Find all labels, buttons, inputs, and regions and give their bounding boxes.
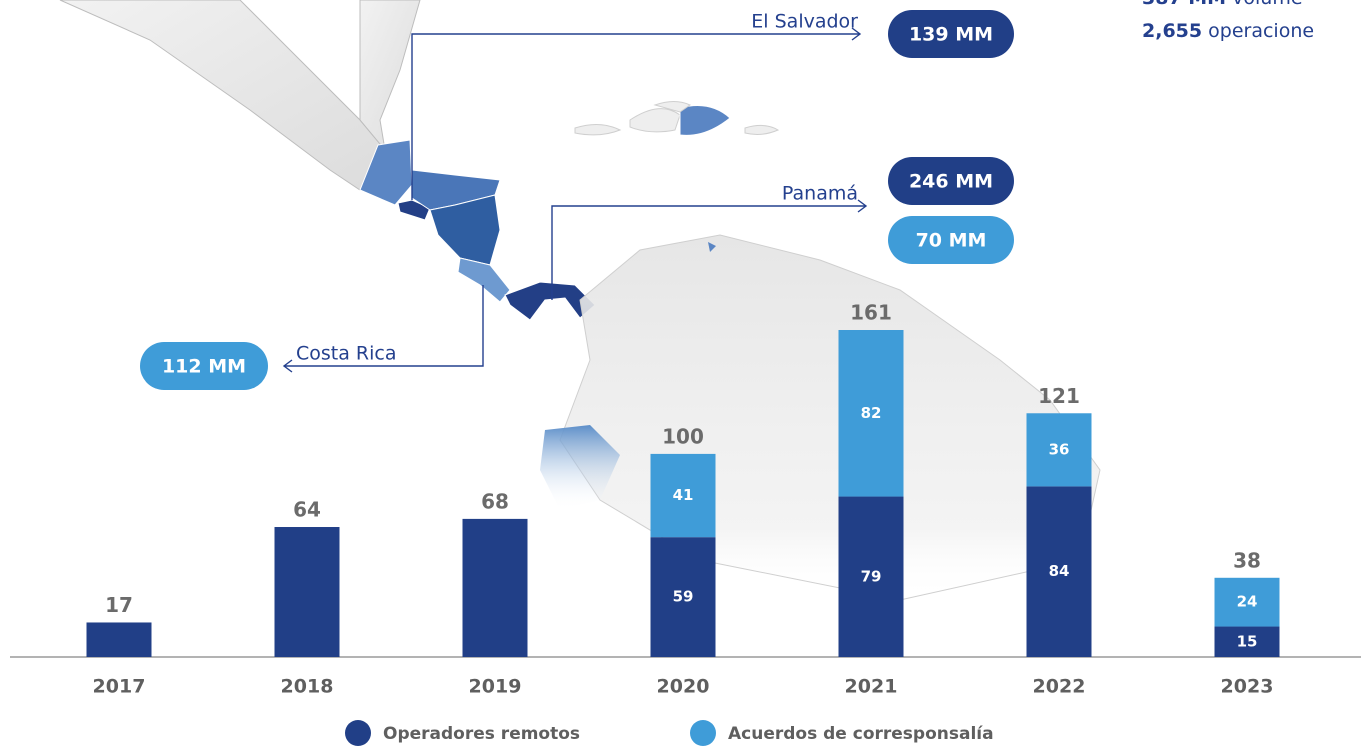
total-label: 121 — [1038, 384, 1080, 408]
bar-segment — [86, 622, 152, 657]
total-label: 100 — [662, 424, 704, 448]
segment-label: 59 — [673, 588, 694, 606]
segment-label: 24 — [1237, 593, 1258, 611]
note: 387 MM volume — [1142, 0, 1303, 9]
place-label: El Salvador — [751, 11, 858, 33]
x-tick-label: 2018 — [281, 676, 334, 698]
total-label: 161 — [850, 301, 892, 325]
place-label: Panamá — [782, 183, 858, 205]
pill-label: 246 MM — [909, 171, 993, 193]
segment-label: 79 — [861, 567, 882, 585]
total-label: 17 — [105, 593, 133, 617]
segment-label: 84 — [1049, 562, 1070, 580]
bar-segment — [1214, 577, 1280, 627]
value-pill — [888, 157, 1014, 205]
segment-label: 36 — [1049, 440, 1070, 458]
segment-label: 15 — [1237, 632, 1258, 650]
value-pill — [888, 216, 1014, 264]
note-text: volume — [1232, 0, 1302, 9]
value-pill — [140, 342, 268, 390]
bar-segment — [1026, 413, 1092, 487]
x-tick-label: 2020 — [657, 676, 710, 698]
segment-label: 41 — [673, 486, 694, 504]
legend-label: Operadores remotos — [383, 724, 580, 744]
legend-swatch — [345, 720, 371, 746]
bar-segment — [462, 518, 528, 657]
x-tick-label: 2022 — [1033, 676, 1086, 698]
bar-segment — [1214, 626, 1280, 657]
leader-lines — [282, 27, 868, 373]
bar-segment — [838, 496, 904, 657]
note-bold: 2,655 — [1142, 20, 1202, 42]
bar-segment — [274, 527, 340, 657]
bar-segment — [650, 453, 716, 538]
bar-segment — [838, 330, 904, 497]
pill-label: 70 MM — [916, 230, 987, 252]
legend-swatch — [690, 720, 716, 746]
total-label: 68 — [481, 489, 509, 513]
place-label: Costa Rica — [296, 343, 397, 365]
x-tick-label: 2023 — [1221, 676, 1274, 698]
note-bold: 387 MM — [1142, 0, 1226, 9]
value-pill — [888, 10, 1014, 58]
x-tick-label: 2021 — [845, 676, 898, 698]
x-tick-label: 2019 — [469, 676, 522, 698]
pill-label: 139 MM — [909, 24, 993, 46]
total-label: 38 — [1233, 548, 1261, 572]
legend-label: Acuerdos de corresponsalía — [728, 724, 994, 744]
total-label: 64 — [293, 498, 321, 522]
bar-segment — [650, 537, 716, 657]
segment-label: 82 — [861, 404, 882, 422]
note-text: operacione — [1208, 20, 1314, 42]
map — [59, 0, 1101, 601]
bar-segment — [1026, 486, 1092, 657]
pill-label: 112 MM — [162, 356, 246, 378]
x-tick-label: 2017 — [93, 676, 146, 698]
note: 2,655 operacione — [1142, 20, 1314, 42]
